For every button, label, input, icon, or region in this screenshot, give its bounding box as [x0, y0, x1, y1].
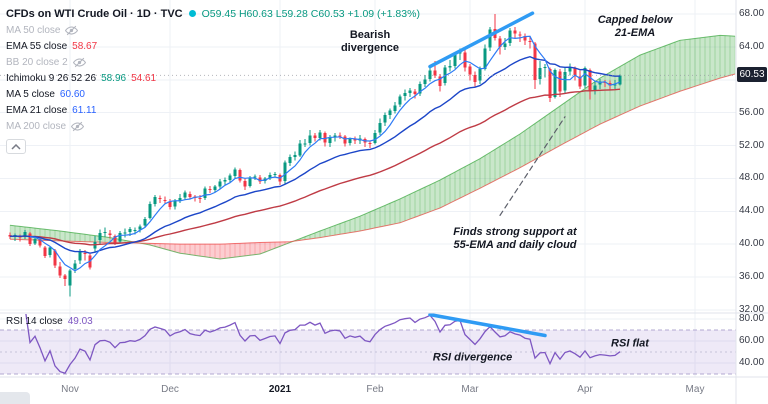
last-price-badge: 60.53 [737, 67, 767, 83]
price-axis[interactable]: 68.00 64.00 56.00 52.00 48.00 44.00 40.00 36.00… [736, 0, 768, 404]
indicator-name: MA 5 close [6, 88, 55, 100]
realtime-dot-icon [188, 10, 196, 17]
ema55-line [9, 88, 621, 246]
price-axis-label: 48.00 [739, 172, 765, 184]
visibility-off-icon[interactable] [65, 25, 79, 36]
symbol-title-row[interactable]: CFDs on WTI Crude Oil · 1D · TVC O59.45 … [6, 5, 420, 22]
rsi-divergence-trendline[interactable] [428, 312, 547, 338]
indicator-name: BB 20 close 2 [6, 56, 68, 68]
gridlines [0, 0, 736, 377]
time-axis-month-label: Nov [61, 384, 79, 395]
ma5-line [29, 35, 621, 272]
visibility-off-icon[interactable] [71, 121, 85, 132]
moving-average-lines [9, 35, 621, 272]
indicator-value: 54.61 [131, 72, 157, 84]
legend-indicator-row[interactable]: Ichimoku 9 26 52 26 58.96 54.61 [6, 70, 420, 86]
indicator-legend-list: MA 50 close EMA 55 close 58.67 BB 20 close … [6, 22, 420, 134]
legend-indicator-row[interactable]: MA 50 close [6, 22, 420, 38]
symbol-title: CFDs on WTI Crude Oil · 1D · TVC [6, 7, 183, 20]
rsi-series [25, 314, 621, 374]
indicator-name: EMA 55 close [6, 40, 68, 52]
legend-indicator-row[interactable]: EMA 21 close 61.11 [6, 102, 420, 118]
time-axis-year-label: 2021 [268, 384, 292, 395]
indicator-name: MA 200 close [6, 120, 67, 132]
legend-indicator-row[interactable]: MA 5 close 60.60 [6, 86, 420, 102]
support-pointer-dashed-line[interactable] [499, 116, 566, 216]
price-axis-label: 56.00 [739, 106, 765, 118]
price-axis-label: 68.00 [739, 8, 765, 19]
price-axis-label: 36.00 [739, 271, 765, 283]
ohlc-values: O59.45 H60.63 L59.28 C60.53 +1.09 (+1.83… [201, 7, 420, 20]
rsi-axis-label: 60.00 [739, 335, 765, 346]
visibility-off-icon[interactable] [72, 57, 86, 68]
ema21-line [9, 55, 621, 254]
time-axis-month-label: May [685, 384, 705, 395]
rsi-legend-row[interactable]: RSI 14 close 49.03 [6, 316, 93, 327]
indicator-value: 60.60 [59, 88, 85, 100]
price-axis-label: 32.00 [739, 303, 765, 315]
legend-panel: CFDs on WTI Crude Oil · 1D · TVC O59.45 … [6, 5, 420, 154]
time-axis-month-label: Apr [577, 384, 593, 395]
indicator-value: 61.11 [72, 104, 97, 116]
legend-collapse-button[interactable] [6, 139, 26, 154]
indicator-value: 58.67 [72, 40, 98, 52]
ichimoku-cloud [9, 34, 736, 260]
indicator-name: MA 50 close [6, 24, 61, 36]
rsi-axis-label: 80.00 [739, 313, 765, 324]
indicator-name: Ichimoku 9 26 52 26 [6, 72, 97, 84]
time-axis-month-label: Feb [366, 384, 384, 395]
price-axis-label: 64.00 [739, 40, 765, 52]
rsi-band [0, 329, 736, 375]
time-axis-month-label: Dec [161, 384, 179, 395]
time-axis-month-label: Mar [461, 384, 479, 395]
rsi-value: 49.03 [67, 316, 93, 327]
legend-indicator-row[interactable]: EMA 55 close 58.67 [6, 38, 420, 54]
price-axis-label: 44.00 [739, 205, 765, 217]
time-axis[interactable]: Nov Dec 2021 Feb Mar Apr May [0, 377, 768, 404]
price-divergence-trendline[interactable] [428, 11, 535, 69]
price-axis-label: 52.00 [739, 139, 765, 151]
legend-indicator-row[interactable]: MA 200 close [6, 118, 420, 134]
price-axis-label: 40.00 [739, 238, 765, 250]
legend-indicator-row[interactable]: BB 20 close 2 [6, 54, 420, 70]
rsi-axis-label: 40.00 [739, 357, 765, 368]
chevron-up-icon [11, 143, 21, 150]
indicator-name: EMA 21 close [6, 104, 68, 116]
rsi-indicator-name: RSI 14 close [6, 316, 63, 327]
indicator-value: 58.96 [101, 72, 127, 84]
time-axis-corner-stub[interactable] [0, 392, 30, 404]
